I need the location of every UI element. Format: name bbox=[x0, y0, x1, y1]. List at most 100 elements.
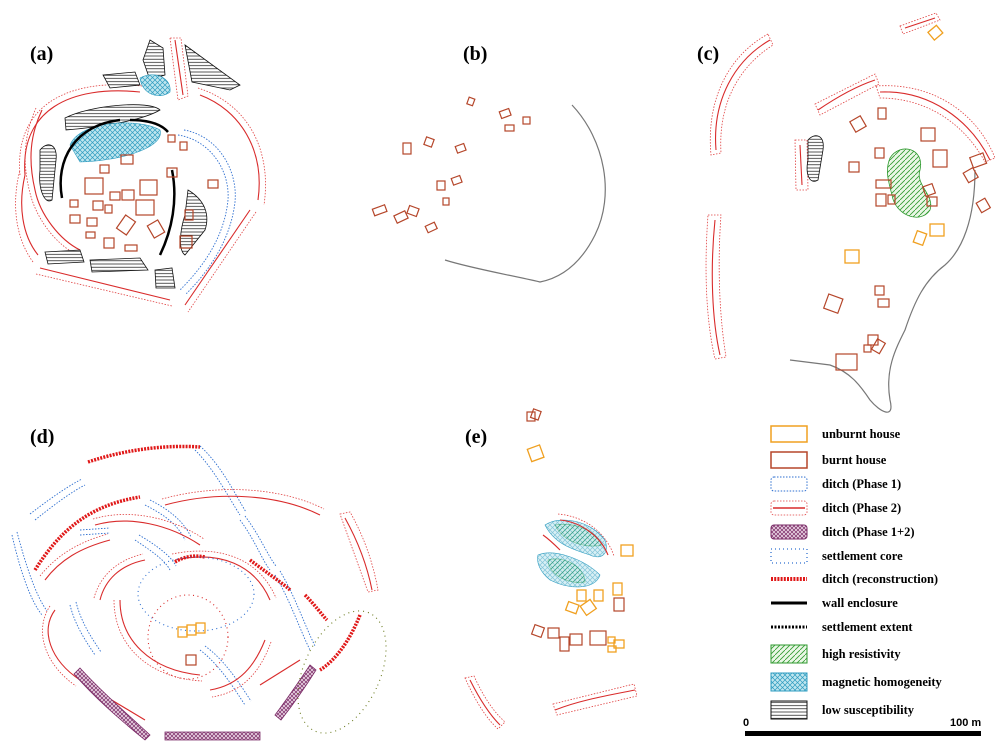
burnt-house bbox=[139, 179, 158, 196]
legend-label-magnetic-homogeneity: magnetic homogeneity bbox=[822, 675, 943, 689]
ditch-phase2 bbox=[94, 520, 201, 546]
burnt-house bbox=[146, 219, 166, 239]
ditch-phase1 bbox=[29, 478, 83, 515]
ditch-phase2-buffer bbox=[557, 513, 615, 557]
legend-label-settlement-core: settlement core bbox=[822, 549, 903, 563]
ditch-phase2 bbox=[99, 559, 146, 601]
burnt-house bbox=[848, 114, 868, 134]
ditch-phase1 bbox=[138, 534, 177, 567]
ditch-phase2 bbox=[259, 659, 301, 686]
ditch-phase2 bbox=[904, 17, 936, 29]
houses-c bbox=[822, 24, 992, 371]
burnt-house bbox=[921, 182, 937, 198]
unburnt-house bbox=[576, 589, 587, 602]
ditch-phase1-2 bbox=[274, 664, 317, 721]
ditch-phase2-buffer bbox=[899, 12, 941, 35]
ditch-phase2 bbox=[119, 599, 201, 676]
ditch-phase2-buffer bbox=[92, 514, 205, 540]
unburnt-house bbox=[177, 626, 188, 638]
legend-label-unburnt-house: unburnt house bbox=[822, 427, 901, 441]
legend-swatch-ditch-phase1 bbox=[770, 476, 808, 492]
burnt-house bbox=[104, 204, 113, 214]
burnt-house bbox=[962, 166, 980, 184]
panel-c: (c) bbox=[697, 12, 996, 413]
legend-label-settlement-extent: settlement extent bbox=[822, 620, 913, 634]
burnt-house bbox=[371, 204, 388, 217]
burnt-house bbox=[547, 627, 560, 639]
settlement-core bbox=[137, 556, 255, 632]
ditch-phase1 bbox=[199, 649, 246, 706]
legend-swatch-settlement-core bbox=[770, 548, 808, 564]
burnt-house bbox=[877, 107, 887, 120]
unburnt-house bbox=[607, 645, 617, 653]
ditch-phase2 bbox=[817, 79, 876, 111]
ditch-phase1 bbox=[75, 601, 102, 653]
burnt-house bbox=[498, 107, 512, 120]
houses-a bbox=[69, 134, 219, 252]
unburnt-house bbox=[613, 639, 625, 649]
burnt-house bbox=[877, 298, 890, 308]
panel-label-a: (a) bbox=[30, 43, 53, 65]
ditch-phase2 bbox=[24, 90, 141, 176]
burnt-house bbox=[454, 142, 467, 154]
burnt-house bbox=[874, 285, 885, 296]
ditch-phase2-buffer bbox=[705, 214, 727, 360]
ditch-phase1 bbox=[194, 449, 241, 516]
burnt-house bbox=[167, 134, 176, 143]
burnt-house bbox=[874, 147, 885, 159]
burnt-house bbox=[504, 124, 515, 132]
ditch-phase1 bbox=[79, 527, 111, 531]
ditch-phase2 bbox=[209, 639, 266, 691]
burnt-house bbox=[179, 235, 193, 249]
burnt-house bbox=[393, 210, 409, 224]
burnt-house bbox=[103, 237, 115, 249]
low-susceptibility-area bbox=[39, 144, 57, 202]
ditch-phase1 bbox=[199, 445, 247, 513]
ditch-phase2 bbox=[174, 39, 184, 96]
ditch-phase2-buffer bbox=[39, 533, 109, 577]
ditch-reconstruction bbox=[303, 593, 329, 622]
low-susceptibility-area bbox=[44, 249, 85, 265]
burnt-house bbox=[69, 199, 79, 208]
ditch-phase2-buffer bbox=[552, 683, 638, 716]
ditch-phase2-buffer bbox=[709, 33, 774, 156]
magnetic-homogeneity-area bbox=[537, 552, 601, 588]
legend-swatch-ditch-phase1-2 bbox=[770, 524, 808, 540]
burnt-house bbox=[522, 116, 531, 125]
burnt-house bbox=[185, 654, 197, 666]
wall-enclosure bbox=[59, 118, 121, 199]
burnt-house bbox=[69, 214, 81, 224]
ditch-phase1 bbox=[11, 534, 43, 616]
ditch-phase2-buffer bbox=[875, 85, 996, 163]
ditch-phase2 bbox=[879, 91, 991, 161]
magnetic-homogeneity-area bbox=[69, 122, 161, 163]
panel-label-d: (d) bbox=[30, 426, 54, 448]
burnt-house bbox=[135, 199, 155, 216]
unburnt-house bbox=[929, 223, 945, 237]
burnt-house bbox=[613, 597, 625, 612]
ditch-reconstruction bbox=[33, 495, 141, 571]
legend-swatch-burnt-house bbox=[770, 451, 808, 469]
ditch-phase2 bbox=[799, 144, 803, 186]
panel-label-e: (e) bbox=[465, 426, 487, 448]
legend-label-ditch-reconstruction: ditch (reconstruction) bbox=[822, 572, 938, 586]
low-susceptibility-area bbox=[64, 104, 161, 131]
legend-swatch-ditch-phase2 bbox=[770, 500, 808, 516]
ditch-phase2-buffer bbox=[814, 73, 880, 116]
ditch-phase1 bbox=[69, 604, 96, 656]
unburnt-house bbox=[579, 598, 598, 617]
ditch-phase2-buffer bbox=[93, 553, 144, 599]
panel-a: (a) bbox=[15, 37, 266, 313]
ditch-phase1 bbox=[183, 129, 236, 295]
ditch-phase2 bbox=[542, 534, 561, 551]
burnt-house bbox=[569, 633, 583, 646]
panel-b: (b) bbox=[371, 43, 606, 283]
burnt-house bbox=[86, 217, 98, 227]
burnt-house bbox=[526, 411, 536, 422]
low-susceptibility-area bbox=[102, 71, 141, 89]
burnt-house bbox=[99, 164, 110, 174]
ditch-phase2-buffer bbox=[339, 511, 379, 593]
burnt-house bbox=[124, 244, 138, 252]
burnt-house bbox=[559, 636, 570, 652]
